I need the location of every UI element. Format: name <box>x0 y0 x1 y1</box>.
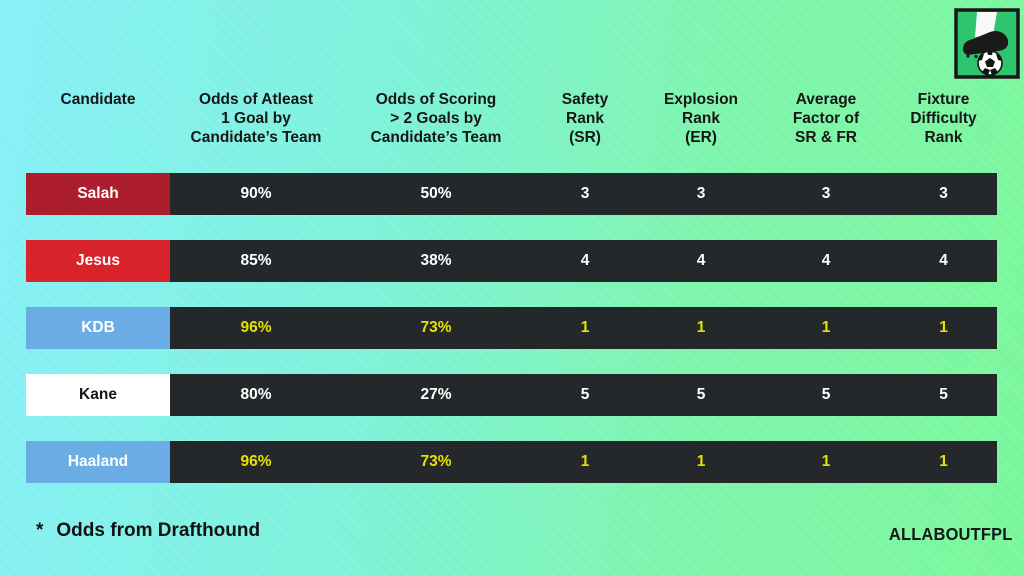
boot-ball-icon <box>954 8 1020 79</box>
column-header-odds-2goals: Odds of Scoring > 2 Goals by Candidate’s… <box>370 91 502 146</box>
cell-average-factor: 3 <box>821 185 831 202</box>
cell-odds-2goals: 73% <box>420 319 452 336</box>
cell-explosion-rank: 1 <box>696 319 706 336</box>
cell-odds-1goal: 80% <box>240 386 272 403</box>
odds-source-footnote: * Odds from Drafthound <box>36 520 260 542</box>
cell-fixture-difficulty: 1 <box>939 319 948 336</box>
candidate-label: Kane <box>26 374 170 416</box>
table-row: Haaland 96% 73% 1 1 1 1 <box>26 441 997 483</box>
cell-safety-rank: 1 <box>580 319 590 336</box>
candidates-table: Salah 90% 50% 3 3 3 3 Jesus 85% 38% 4 4 … <box>26 173 997 508</box>
candidate-label: Jesus <box>26 240 170 282</box>
row-values: 90% 50% 3 3 3 3 <box>170 173 997 215</box>
cell-odds-2goals: 73% <box>420 453 452 470</box>
football-boot-logo-icon <box>954 8 1020 79</box>
row-values: 96% 73% 1 1 1 1 <box>170 441 997 483</box>
cell-safety-rank: 3 <box>580 185 590 202</box>
candidate-label: Salah <box>26 173 170 215</box>
column-header-odds-1goal: Odds of Atleast 1 Goal by Candidate’s Te… <box>190 91 322 146</box>
cell-safety-rank: 5 <box>580 386 590 403</box>
cell-odds-1goal: 85% <box>240 252 272 269</box>
cell-explosion-rank: 3 <box>696 185 706 202</box>
column-header-fixture-difficulty: Fixture Difficulty Rank <box>910 91 977 146</box>
cell-average-factor: 1 <box>821 453 831 470</box>
cell-odds-1goal: 96% <box>240 453 272 470</box>
table-header-row: Candidate Odds of Atleast 1 Goal by Cand… <box>26 90 997 147</box>
candidate-label: Haaland <box>26 441 170 483</box>
cell-safety-rank: 4 <box>580 252 590 269</box>
column-header-safety-rank: Safety Rank (SR) <box>561 91 609 146</box>
cell-odds-1goal: 96% <box>240 319 272 336</box>
table-row: Kane 80% 27% 5 5 5 5 <box>26 374 997 416</box>
cell-average-factor: 4 <box>821 252 831 269</box>
cell-average-factor: 1 <box>821 319 831 336</box>
brand-wordmark: ALLABOUTFPL <box>888 524 1012 544</box>
cell-explosion-rank: 4 <box>696 252 706 269</box>
table-row: KDB 96% 73% 1 1 1 1 <box>26 307 997 349</box>
cell-explosion-rank: 1 <box>696 453 706 470</box>
table-row: Jesus 85% 38% 4 4 4 4 <box>26 240 997 282</box>
cell-fixture-difficulty: 4 <box>939 252 948 269</box>
cell-odds-2goals: 27% <box>420 386 452 403</box>
cell-fixture-difficulty: 5 <box>939 386 948 403</box>
cell-odds-2goals: 50% <box>420 185 452 202</box>
column-header-explosion-rank: Explosion Rank (ER) <box>663 91 739 146</box>
cell-odds-1goal: 90% <box>240 185 272 202</box>
candidate-label: KDB <box>26 307 170 349</box>
cell-fixture-difficulty: 1 <box>939 453 948 470</box>
row-values: 85% 38% 4 4 4 4 <box>170 240 997 282</box>
footnote-text: Odds from Drafthound <box>56 520 261 541</box>
cell-odds-2goals: 38% <box>420 252 452 269</box>
row-values: 96% 73% 1 1 1 1 <box>170 307 997 349</box>
cell-fixture-difficulty: 3 <box>939 185 948 202</box>
column-header-average-factor: Average Factor of SR & FR <box>792 91 860 146</box>
column-header-candidate: Candidate <box>60 91 136 108</box>
cell-average-factor: 5 <box>821 386 831 403</box>
cell-safety-rank: 1 <box>580 453 590 470</box>
footnote-asterisk: * <box>36 520 44 541</box>
row-values: 80% 27% 5 5 5 5 <box>170 374 997 416</box>
table-row: Salah 90% 50% 3 3 3 3 <box>26 173 997 215</box>
cell-explosion-rank: 5 <box>696 386 706 403</box>
